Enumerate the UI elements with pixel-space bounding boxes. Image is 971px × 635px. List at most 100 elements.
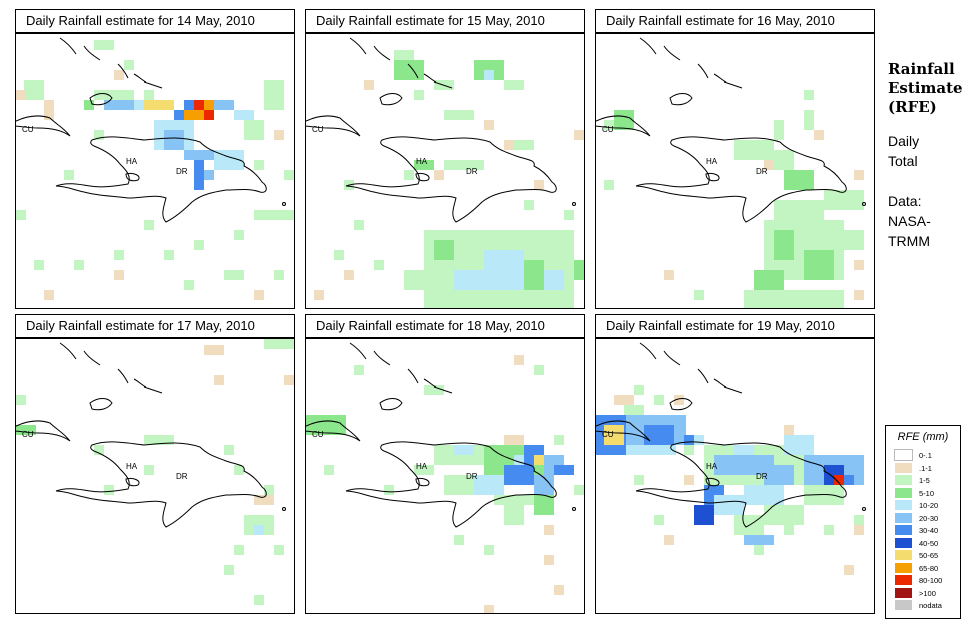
rainfall-map: CU HA DR (15, 33, 295, 309)
grid-cell (604, 180, 614, 190)
legend-swatch (895, 587, 912, 598)
coastlines (306, 37, 576, 223)
coastlines (596, 37, 866, 223)
grid-cell (194, 100, 204, 110)
grid-cell (714, 495, 744, 515)
grid-cell (394, 60, 424, 80)
grid-cell (144, 90, 154, 100)
grid-cell (774, 150, 794, 170)
grid-cell (144, 220, 154, 230)
legend-item: nodata (895, 600, 942, 611)
grid-cell (544, 555, 554, 565)
legend-item: 40-50 (895, 537, 939, 549)
grid-cell (504, 465, 534, 485)
legend-swatch (895, 512, 912, 523)
grid-cell (254, 160, 264, 170)
grid-cell (264, 485, 274, 495)
panel-title: Daily Rainfall estimate for 17 May, 2010 (15, 314, 295, 338)
grid-cell (344, 270, 354, 280)
grid-cell (414, 160, 434, 170)
grid-cell (854, 260, 864, 270)
legend-item: 5-10 (895, 487, 934, 499)
rfe-title-line2: Estimate (888, 79, 963, 97)
grid-cell (214, 375, 224, 385)
grid-cell (494, 495, 534, 505)
coastlines (306, 342, 576, 528)
grid-cell (434, 170, 444, 180)
grid-cell (534, 365, 544, 375)
grid-cell (784, 170, 814, 190)
label-ha: HA (416, 157, 428, 166)
grid-cell (394, 50, 414, 60)
grid-cell (604, 120, 614, 130)
legend-item: 30-40 (895, 525, 938, 536)
grid-cell (184, 110, 194, 120)
grid-cell (194, 240, 204, 250)
grid-cell (24, 80, 44, 100)
legend-label: 40-50 (919, 538, 939, 548)
grid-cell (74, 260, 84, 270)
rainfall-grid: CU HA DR (306, 37, 584, 308)
grid-cell (224, 445, 234, 455)
grid-cell (364, 80, 374, 90)
legend-label: 1-5 (919, 476, 930, 485)
legend-item: 20-30 (895, 512, 938, 524)
grid-cell (454, 445, 474, 455)
grid-cell (534, 495, 554, 515)
legend-swatch (895, 575, 912, 585)
grid-cell (414, 465, 434, 475)
grid-cell (414, 90, 424, 100)
legend-item: >100 (895, 587, 936, 599)
rainfall-grid: CU HA DR (306, 342, 584, 613)
legend-item: 65-80 (895, 562, 939, 574)
grid-cell (194, 110, 204, 120)
rfe-title: Rainfall Estimate (RFE) (888, 60, 968, 117)
grid-cell (94, 130, 104, 140)
grid-cell (684, 475, 694, 485)
grid-cell (174, 110, 184, 120)
grid-cell (306, 415, 346, 435)
legend-label: 65-80 (919, 563, 939, 573)
grid-cell (144, 435, 174, 445)
grid-cell (184, 150, 214, 160)
legend-swatch (895, 475, 912, 485)
label-dr: DR (466, 167, 478, 176)
grid-cell (204, 100, 214, 110)
grid-cell (814, 130, 824, 140)
grid-cell (254, 525, 264, 535)
legend-label: nodata (919, 601, 942, 610)
grid-cell (274, 270, 284, 280)
legend-title: RFE (mm) (897, 431, 949, 443)
data-label: Data: (888, 193, 922, 209)
legend-item: 0-.1 (894, 449, 932, 461)
grid-cell (774, 230, 794, 260)
grid-cell (824, 190, 864, 210)
grid-cell (514, 355, 524, 365)
panel-title: Daily Rainfall estimate for 15 May, 2010 (305, 9, 585, 33)
grid-cell (774, 120, 784, 140)
grid-cell (204, 110, 214, 120)
grid-cell (484, 120, 494, 130)
grid-cell (184, 280, 194, 290)
panel-title: Daily Rainfall estimate for 14 May, 2010 (15, 9, 295, 33)
grid-cell (854, 290, 864, 300)
grid-cell (234, 545, 244, 555)
grid-cell (204, 170, 214, 180)
label-cu: CU (312, 430, 324, 439)
legend-swatch (895, 525, 912, 535)
grid-cell (534, 475, 554, 495)
daily-label: Daily (888, 133, 920, 149)
grid-cell (44, 290, 54, 300)
label-dr: DR (176, 472, 188, 481)
grid-cell (604, 425, 624, 445)
legend-label: 50-65 (919, 551, 939, 560)
grid-cell (284, 375, 294, 385)
grid-cell (804, 90, 814, 100)
grid-cell (354, 220, 364, 230)
panel-title: Daily Rainfall estimate for 19 May, 2010 (595, 314, 875, 338)
grid-cell (574, 130, 584, 140)
grid-cell (744, 535, 774, 545)
grid-cell (16, 210, 26, 220)
grid-cell (654, 395, 664, 405)
grid-cell (734, 445, 754, 455)
